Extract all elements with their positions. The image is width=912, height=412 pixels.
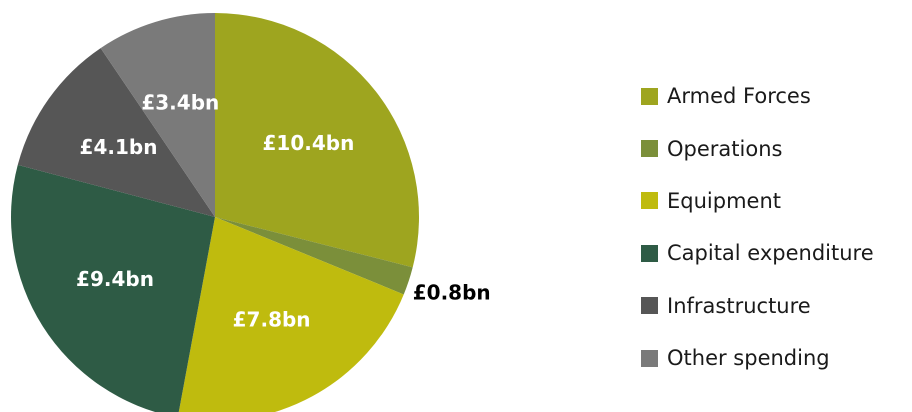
legend-swatch	[641, 297, 658, 315]
slice-label-operations: £0.8bn	[413, 281, 491, 305]
legend-label: Equipment	[667, 188, 781, 213]
legend-item-equipment: Equipment	[641, 175, 874, 227]
legend-label: Other spending	[667, 346, 830, 371]
legend-label: Armed Forces	[667, 84, 811, 109]
slice-label-infrastructure: £4.1bn	[80, 135, 158, 159]
slice-label-other-spending: £3.4bn	[141, 90, 219, 114]
legend-swatch	[641, 244, 658, 262]
legend-item-other-spending: Other spending	[641, 332, 874, 384]
legend-label: Infrastructure	[667, 293, 811, 318]
legend-item-infrastructure: Infrastructure	[641, 280, 874, 332]
pie-slice-equipment	[178, 217, 404, 412]
pie-slice-armed-forces	[215, 13, 420, 268]
slice-label-equipment: £7.8bn	[233, 307, 311, 331]
pie-slice-other-spending	[100, 13, 215, 217]
legend-swatch	[641, 192, 658, 210]
legend-item-operations: Operations	[641, 122, 874, 174]
legend-swatch	[641, 349, 658, 367]
legend-label: Capital expenditure	[667, 241, 874, 266]
legend-item-capital-expenditure: Capital expenditure	[641, 227, 874, 279]
legend-label: Operations	[667, 136, 783, 161]
legend-swatch	[641, 87, 658, 105]
slice-label-armed-forces: £10.4bn	[262, 131, 354, 155]
pie-slice-capital-expenditure	[11, 164, 215, 412]
legend: Armed Forces Operations Equipment Capital e…	[641, 70, 874, 384]
legend-item-armed-forces: Armed Forces	[641, 70, 874, 122]
pie-slice-operations	[215, 217, 413, 295]
pie-slice-infrastructure	[17, 48, 216, 217]
slice-label-capital-expenditure: £9.4bn	[76, 267, 154, 291]
legend-swatch	[641, 140, 658, 158]
